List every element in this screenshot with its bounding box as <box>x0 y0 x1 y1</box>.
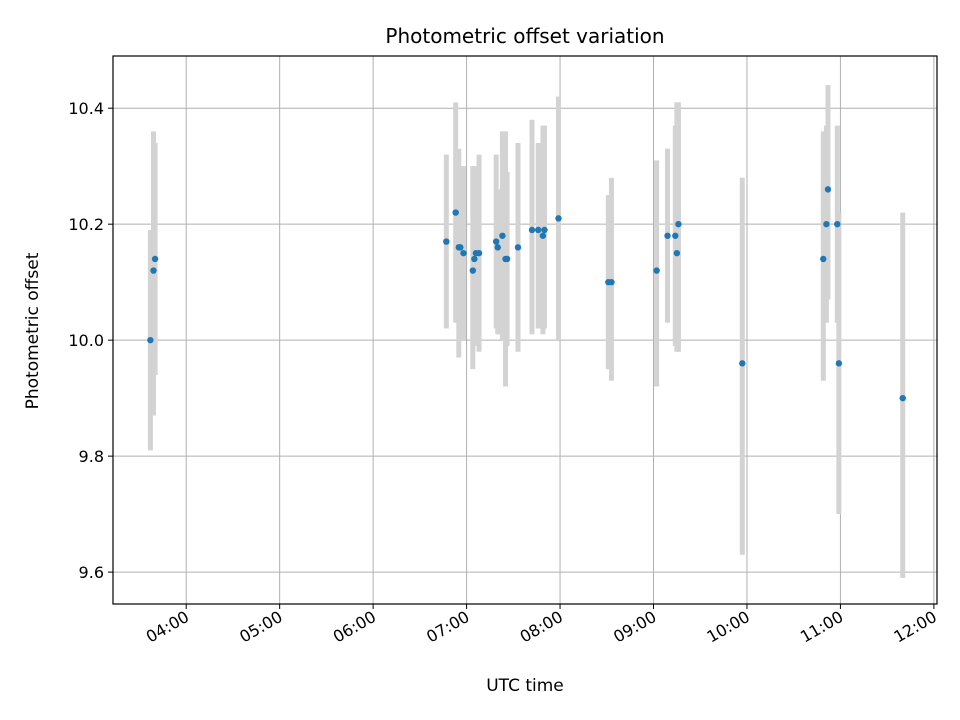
data-point <box>539 232 547 239</box>
x-tick-label: 08:00 <box>517 607 566 647</box>
data-point <box>664 232 671 239</box>
data-point <box>823 220 830 228</box>
data-point <box>471 255 478 263</box>
y-tick-label: 10.0 <box>68 331 104 350</box>
plot-area <box>112 55 938 605</box>
data-point <box>460 249 467 257</box>
x-tick-label: 07:00 <box>423 607 472 647</box>
data-point <box>457 244 464 251</box>
data-point <box>835 360 843 367</box>
data-point <box>739 360 746 367</box>
x-tick-label: 06:00 <box>330 607 379 647</box>
y-axis-label: Photometric offset <box>23 252 43 409</box>
data-point <box>499 232 506 239</box>
data-point <box>503 255 511 263</box>
data-point <box>151 255 159 263</box>
y-tick-label: 9.6 <box>79 563 104 582</box>
data-point <box>820 255 827 263</box>
data-point <box>673 249 681 257</box>
x-tick-label: 10:00 <box>704 607 753 647</box>
y-tick-label: 9.8 <box>79 447 104 466</box>
x-axis: 04:00 05:00 06:00 07:00 08:00 09:00 10:00 11:00… <box>143 604 940 647</box>
data-point <box>824 186 832 193</box>
data-point <box>528 226 536 234</box>
data-point <box>672 232 679 239</box>
data-point <box>514 244 522 251</box>
x-tick-label: 04:00 <box>143 607 192 647</box>
x-axis-label: UTC time <box>486 676 564 696</box>
data-point <box>147 336 154 344</box>
y-tick-label: 10.4 <box>68 99 104 118</box>
data-point <box>535 226 542 234</box>
data-point <box>675 220 682 228</box>
data-point <box>899 394 906 402</box>
data-point <box>494 244 501 251</box>
grid <box>113 56 937 604</box>
x-tick-label: 05:00 <box>236 607 285 647</box>
x-tick-label: 11:00 <box>797 607 846 647</box>
data-point <box>452 209 459 216</box>
data-point <box>834 220 841 228</box>
data-point <box>150 267 157 274</box>
data-point <box>653 267 660 274</box>
plot-frame <box>112 55 938 605</box>
errorbars <box>147 84 906 578</box>
data-point <box>492 238 500 245</box>
data-point <box>608 278 615 286</box>
data-point <box>475 249 483 257</box>
y-axis: 9.6 9.8 10.0 10.2 10.4 <box>68 99 113 582</box>
x-tick-label: 09:00 <box>610 607 659 647</box>
x-tick-label: 12:00 <box>890 607 939 647</box>
data-point <box>541 226 548 234</box>
y-tick-label: 10.2 <box>68 215 104 234</box>
data-point <box>443 238 450 245</box>
data-points <box>147 186 906 402</box>
data-point <box>555 215 562 222</box>
chart-title: Photometric offset variation <box>385 24 664 48</box>
data-point <box>469 267 477 274</box>
